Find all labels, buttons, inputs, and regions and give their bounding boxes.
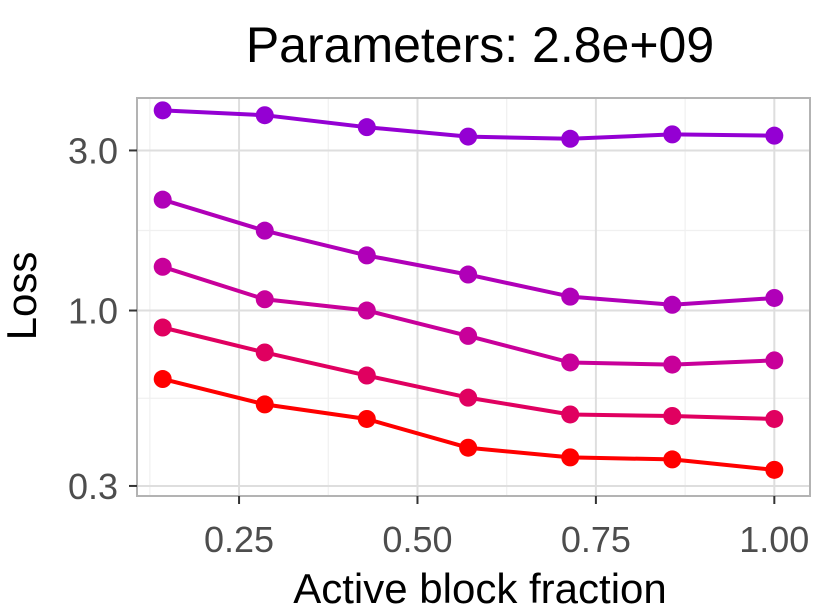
series-line (162, 197, 775, 307)
data-point (765, 351, 784, 370)
x-axis-title: Active block fraction (293, 565, 667, 612)
data-point (561, 405, 580, 424)
data-point (663, 406, 682, 425)
series-4 (153, 318, 784, 428)
data-point (357, 301, 376, 320)
data-point (357, 118, 376, 137)
data-point (357, 366, 376, 385)
minor-grid (137, 98, 810, 496)
y-tick-label: 0.3 (68, 466, 118, 507)
series-2 (153, 190, 784, 314)
data-point (153, 370, 172, 389)
data-point (765, 409, 784, 428)
data-point (357, 409, 376, 428)
data-point (153, 190, 172, 209)
data-point (255, 221, 274, 240)
x-tick-label: 0.50 (382, 519, 452, 560)
data-point (255, 395, 274, 414)
data-point (255, 106, 274, 125)
plot-panel-border (136, 97, 811, 497)
data-point (561, 448, 580, 467)
series-3 (153, 257, 784, 374)
series-1 (153, 101, 784, 148)
data-point (459, 265, 478, 284)
data-point (357, 246, 376, 265)
x-tick-label: 1.00 (739, 519, 809, 560)
axis-ticks (129, 149, 776, 504)
series-layer (153, 101, 784, 479)
data-point (561, 287, 580, 306)
chart-title: Parameters: 2.8e+09 (246, 17, 714, 73)
data-point (663, 450, 682, 469)
x-tick-label: 0.25 (204, 519, 274, 560)
data-point (255, 343, 274, 362)
y-tick-label: 1.0 (68, 291, 118, 332)
data-point (561, 129, 580, 148)
y-axis-title: Loss (0, 252, 45, 341)
series-5 (153, 370, 784, 479)
tick-labels: 0.25 0.50 0.75 1.00 0.3 1.0 3.0 (68, 130, 809, 560)
data-point (255, 290, 274, 309)
data-point (459, 388, 478, 407)
y-tick-label: 3.0 (68, 130, 118, 171)
data-point (663, 295, 682, 314)
data-point (153, 318, 172, 337)
data-point (663, 355, 682, 374)
data-point (561, 353, 580, 372)
data-point (765, 126, 784, 145)
data-point (765, 460, 784, 479)
data-point (765, 288, 784, 307)
data-point (459, 438, 478, 457)
x-tick-label: 0.75 (561, 519, 631, 560)
major-grid (137, 98, 810, 496)
data-point (663, 125, 682, 144)
data-point (459, 326, 478, 345)
data-point (153, 257, 172, 276)
data-point (153, 101, 172, 120)
data-point (459, 127, 478, 146)
